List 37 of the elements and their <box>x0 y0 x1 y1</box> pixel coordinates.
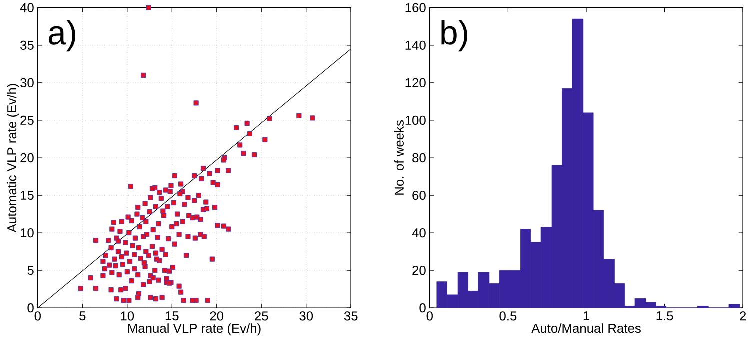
y-tick-label: 0 <box>28 304 34 313</box>
y-tick-label: 5 <box>28 266 34 276</box>
x-tick-label: 10 <box>121 312 134 321</box>
y-tick-label: 80 <box>412 153 426 163</box>
y-tick-label: 100 <box>406 116 426 126</box>
x-axis-title: Manual VLP rate (Ev/h) <box>128 324 261 336</box>
y-tick-label: 20 <box>20 153 34 163</box>
y-axis-title: Automatic VLP rate (Ev/h) <box>7 84 20 233</box>
y-tick-label: 30 <box>20 78 34 88</box>
y-tick-label: 25 <box>20 116 34 126</box>
y-tick-label: 160 <box>406 3 426 12</box>
y-tick-label: 60 <box>412 190 426 200</box>
annotation: a) <box>48 20 76 52</box>
y-tick-label: 120 <box>406 78 426 88</box>
annotation: b) <box>442 20 468 52</box>
x-axis-title: Auto/Manual Rates <box>532 324 641 334</box>
y-tick-label: 0 <box>420 304 426 313</box>
y-tick-label: 10 <box>21 228 34 238</box>
y-tick-label: 140 <box>406 40 426 50</box>
y-tick-label: 20 <box>412 266 426 276</box>
x-tick-label: 25 <box>255 312 268 321</box>
x-tick-label: 35 <box>344 312 358 321</box>
x-tick-label: 0.5 <box>500 312 517 321</box>
x-tick-label: 30 <box>300 312 314 321</box>
y-axis-title: No. of weeks <box>394 120 404 195</box>
x-tick-label: 1.5 <box>656 312 674 321</box>
x-tick-label: 5 <box>80 312 86 321</box>
x-tick-label: 1 <box>584 312 590 321</box>
y-tick-label: 40 <box>20 3 34 12</box>
x-tick-label: 0 <box>34 312 41 321</box>
x-tick-label: 20 <box>210 312 224 321</box>
x-tick-label: 0 <box>426 312 433 321</box>
y-tick-label: 35 <box>20 40 34 50</box>
y-tick-label: 15 <box>21 191 34 200</box>
y-tick-label: 40 <box>412 228 426 238</box>
x-tick-label: 2 <box>740 312 746 321</box>
x-tick-label: 15 <box>166 312 179 321</box>
